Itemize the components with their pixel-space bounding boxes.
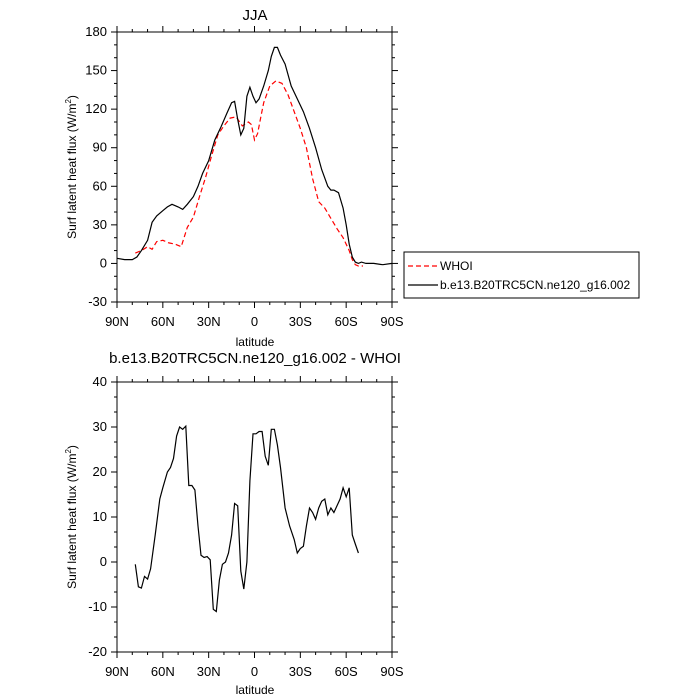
panel-top-chart: JJA latitude Surf latent heat flux (W/m2… [64, 7, 393, 349]
bottom-chart-title: b.e13.B20TRC5CN.ne120_g16.002 - WHOI [109, 350, 401, 367]
legend-label-model: b.e13.B20TRC5CN.ne120_g16.002 [440, 278, 630, 292]
bottom-ytick-label: 30 [93, 419, 107, 434]
top-ytick-label: -30 [88, 294, 107, 309]
legend: WHOI b.e13.B20TRC5CN.ne120_g16.002 [403, 251, 640, 299]
legend-box [403, 251, 640, 299]
top-series-line-0 [135, 80, 363, 267]
bottom-ytick-label: 10 [93, 509, 107, 524]
top-ytick-label: 0 [100, 255, 107, 270]
bottom-ytick-label: -20 [88, 644, 107, 659]
top-ytick-label: 150 [85, 63, 107, 78]
top-xtick-label: 30N [197, 314, 221, 329]
bottom-xtick-label: 30N [197, 664, 221, 679]
top-ytick-label: 180 [85, 24, 107, 39]
bottom-ytick-label: 40 [93, 374, 107, 389]
top-ytick-label: 60 [93, 178, 107, 193]
bottom-xtick-label: 0 [251, 664, 258, 679]
top-ytick-label: 30 [93, 217, 107, 232]
bottom-xtick-label: 60N [151, 664, 175, 679]
top-xtick-label: 0 [251, 314, 258, 329]
top-panel-marks: -30 0 30 60 90 120 150 180 90N 60N 30N 0 30S 60S 90S [85, 24, 404, 329]
top-ytick-label: 120 [85, 101, 107, 116]
bottom-xtick-label: 90S [380, 664, 403, 679]
bottom-ytick-label: 0 [100, 554, 107, 569]
top-xtick-label: 30S [289, 314, 312, 329]
top-plot-frame [116, 31, 393, 303]
bottom-xtick-label: 60S [335, 664, 358, 679]
legend-label-whoi: WHOI [440, 259, 473, 273]
bottom-xtick-label: 90N [105, 664, 129, 679]
bottom-x-axis-label: latitude [236, 683, 275, 697]
top-y-axis-label: Surf latent heat flux (W/m2) [64, 95, 79, 239]
bottom-series-line-0 [134, 424, 359, 613]
bottom-ytick-label: -10 [88, 599, 107, 614]
top-chart-title: JJA [242, 7, 267, 24]
bottom-ytick-label: 20 [93, 464, 107, 479]
bottom-xtick-label: 30S [289, 664, 312, 679]
top-xtick-label: 60N [151, 314, 175, 329]
bottom-y-axis-label: Surf latent heat flux (W/m2) [64, 445, 79, 589]
top-xtick-label: 90S [380, 314, 403, 329]
top-xtick-label: 60S [335, 314, 358, 329]
bottom-panel-marks: -20 -10 0 10 20 30 40 90N 60N 30N 0 30S 60S 90S [88, 374, 404, 679]
top-series-line-1 [116, 46, 393, 266]
top-ytick-label: 90 [93, 140, 107, 155]
top-x-axis-label: latitude [236, 335, 275, 349]
top-xtick-label: 90N [105, 314, 129, 329]
